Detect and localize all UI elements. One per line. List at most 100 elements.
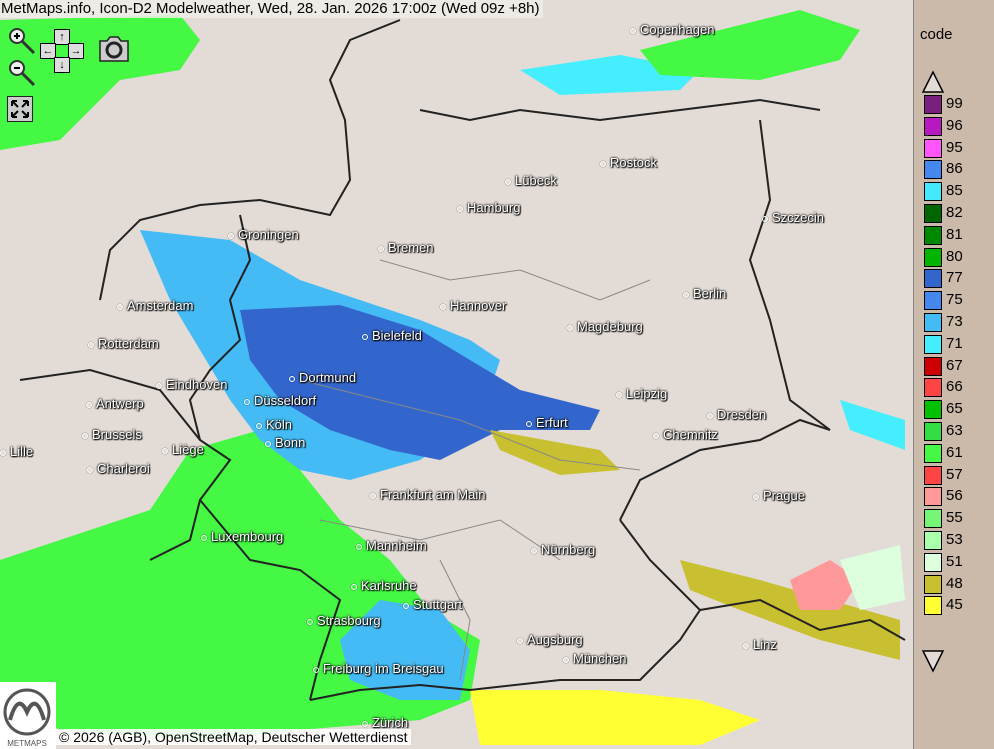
pan-right-button[interactable]: →	[68, 43, 84, 59]
legend-swatch	[924, 487, 942, 507]
camera-icon[interactable]	[99, 35, 129, 62]
legend-entry: 48	[924, 574, 994, 594]
city-dot-icon	[567, 324, 573, 331]
city-name: Stuttgart	[413, 597, 463, 612]
legend-code: 56	[946, 487, 963, 505]
legend-code: 96	[946, 116, 963, 134]
weather-map[interactable]: MetMaps.info, Icon-D2 Modelweather, Wed,…	[0, 0, 913, 749]
city-label: Magdeburg	[567, 319, 643, 334]
city-dot-icon	[201, 534, 207, 541]
legend-entry: 57	[924, 465, 994, 485]
city-name: Groningen	[238, 227, 299, 242]
legend-entry: 75	[924, 291, 994, 311]
city-name: Frankfurt am Main	[380, 487, 486, 502]
legend-code: 55	[946, 509, 963, 527]
coastline	[99, 19, 821, 301]
city-dot-icon	[228, 232, 234, 239]
pan-down-button[interactable]: ↓	[54, 57, 70, 73]
pan-up-button[interactable]: ↑	[54, 29, 70, 45]
legend-swatch	[924, 443, 942, 463]
legend-swatch	[924, 356, 942, 376]
city-dot-icon	[86, 401, 92, 408]
city-name: Leipzig	[626, 386, 668, 401]
legend-code: 45	[946, 596, 963, 614]
city-name: Karlsruhe	[361, 578, 417, 593]
rain-area-dark-blue	[240, 305, 600, 460]
city-label: Copenhagen	[630, 22, 714, 37]
city-label: Augsburg	[517, 632, 583, 647]
city-label: Köln	[256, 417, 292, 432]
legend-swatch	[924, 313, 942, 332]
city-name: Hamburg	[467, 200, 521, 215]
city-dot-icon	[743, 642, 749, 649]
city-label: Bremen	[378, 240, 434, 255]
city-label: Leipzig	[616, 386, 667, 401]
legend-code: 53	[946, 531, 963, 548]
city-name: Brussels	[92, 427, 142, 442]
city-name: Bielefeld	[372, 328, 422, 343]
city-label: München	[563, 651, 626, 666]
legend-swatch	[924, 465, 942, 485]
border-fr-de	[199, 499, 342, 701]
city-label: Mannheim	[356, 538, 427, 553]
legend-swatch	[924, 95, 942, 114]
city-name: Antwerp	[96, 396, 144, 411]
fog-area-yellow-south	[470, 690, 760, 745]
cyan-area-northeast	[840, 400, 905, 450]
legend-code: 77	[946, 269, 963, 287]
legend-swatch	[924, 509, 942, 529]
legend-swatch	[924, 138, 942, 158]
city-label: Frankfurt am Main	[370, 487, 485, 502]
legend-code: 57	[946, 465, 963, 483]
city-dot-icon	[162, 447, 168, 454]
legend-swatch	[924, 531, 942, 550]
city-dot-icon	[370, 492, 376, 499]
legend-entry: 56	[924, 487, 994, 507]
city-dot-icon	[457, 205, 463, 212]
legend-entry: 95	[924, 138, 994, 158]
city-label: Eindhoven	[156, 377, 227, 392]
city-name: Dortmund	[299, 370, 357, 385]
city-dot-icon	[265, 440, 271, 447]
border-de-cz	[619, 418, 831, 521]
city-name: Bremen	[388, 240, 434, 255]
city-label: Rostock	[600, 155, 657, 170]
drizzle-area-east	[680, 560, 900, 660]
zoom-in-icon[interactable]	[6, 26, 36, 56]
city-label: Karlsruhe	[351, 578, 417, 593]
pan-left-button[interactable]: ←	[40, 43, 56, 59]
fog-area-east	[840, 545, 905, 610]
legend-entry: 96	[924, 116, 994, 136]
city-label: Linz	[743, 637, 777, 652]
rain-area-cyan-south	[340, 600, 470, 700]
city-name: Lübeck	[515, 173, 557, 188]
precipitation-areas	[0, 10, 905, 745]
city-dot-icon	[440, 303, 446, 310]
legend-code: 75	[946, 291, 963, 309]
legend-code: 61	[946, 443, 963, 461]
legend-swatch	[924, 247, 942, 267]
border-de-pl	[748, 119, 831, 431]
fullscreen-icon[interactable]	[7, 96, 33, 122]
legend-code: 51	[946, 552, 963, 570]
city-label: Strasbourg	[307, 613, 381, 628]
city-name: Rotterdam	[98, 336, 159, 351]
city-name: Chemnitz	[663, 427, 718, 442]
legend-code: 85	[946, 182, 963, 200]
city-name: Bonn	[275, 435, 306, 450]
borders	[19, 19, 906, 701]
legend-swatch	[924, 204, 942, 223]
city-dot-icon	[517, 637, 523, 644]
city-label: Lübeck	[505, 173, 557, 188]
city-name: Nürnberg	[541, 542, 596, 557]
city-dot-icon	[378, 245, 384, 252]
city-label: Dresden	[707, 407, 766, 422]
city-name: Charleroi	[97, 461, 150, 476]
legend-code: 81	[946, 225, 963, 243]
city-name: Erfurt	[536, 415, 568, 430]
legend-entry: 65	[924, 400, 994, 420]
city-name: Szczecin	[772, 210, 825, 225]
city-dot-icon	[256, 422, 262, 429]
legend-entry: 99	[924, 95, 994, 114]
zoom-out-icon[interactable]	[6, 58, 36, 88]
